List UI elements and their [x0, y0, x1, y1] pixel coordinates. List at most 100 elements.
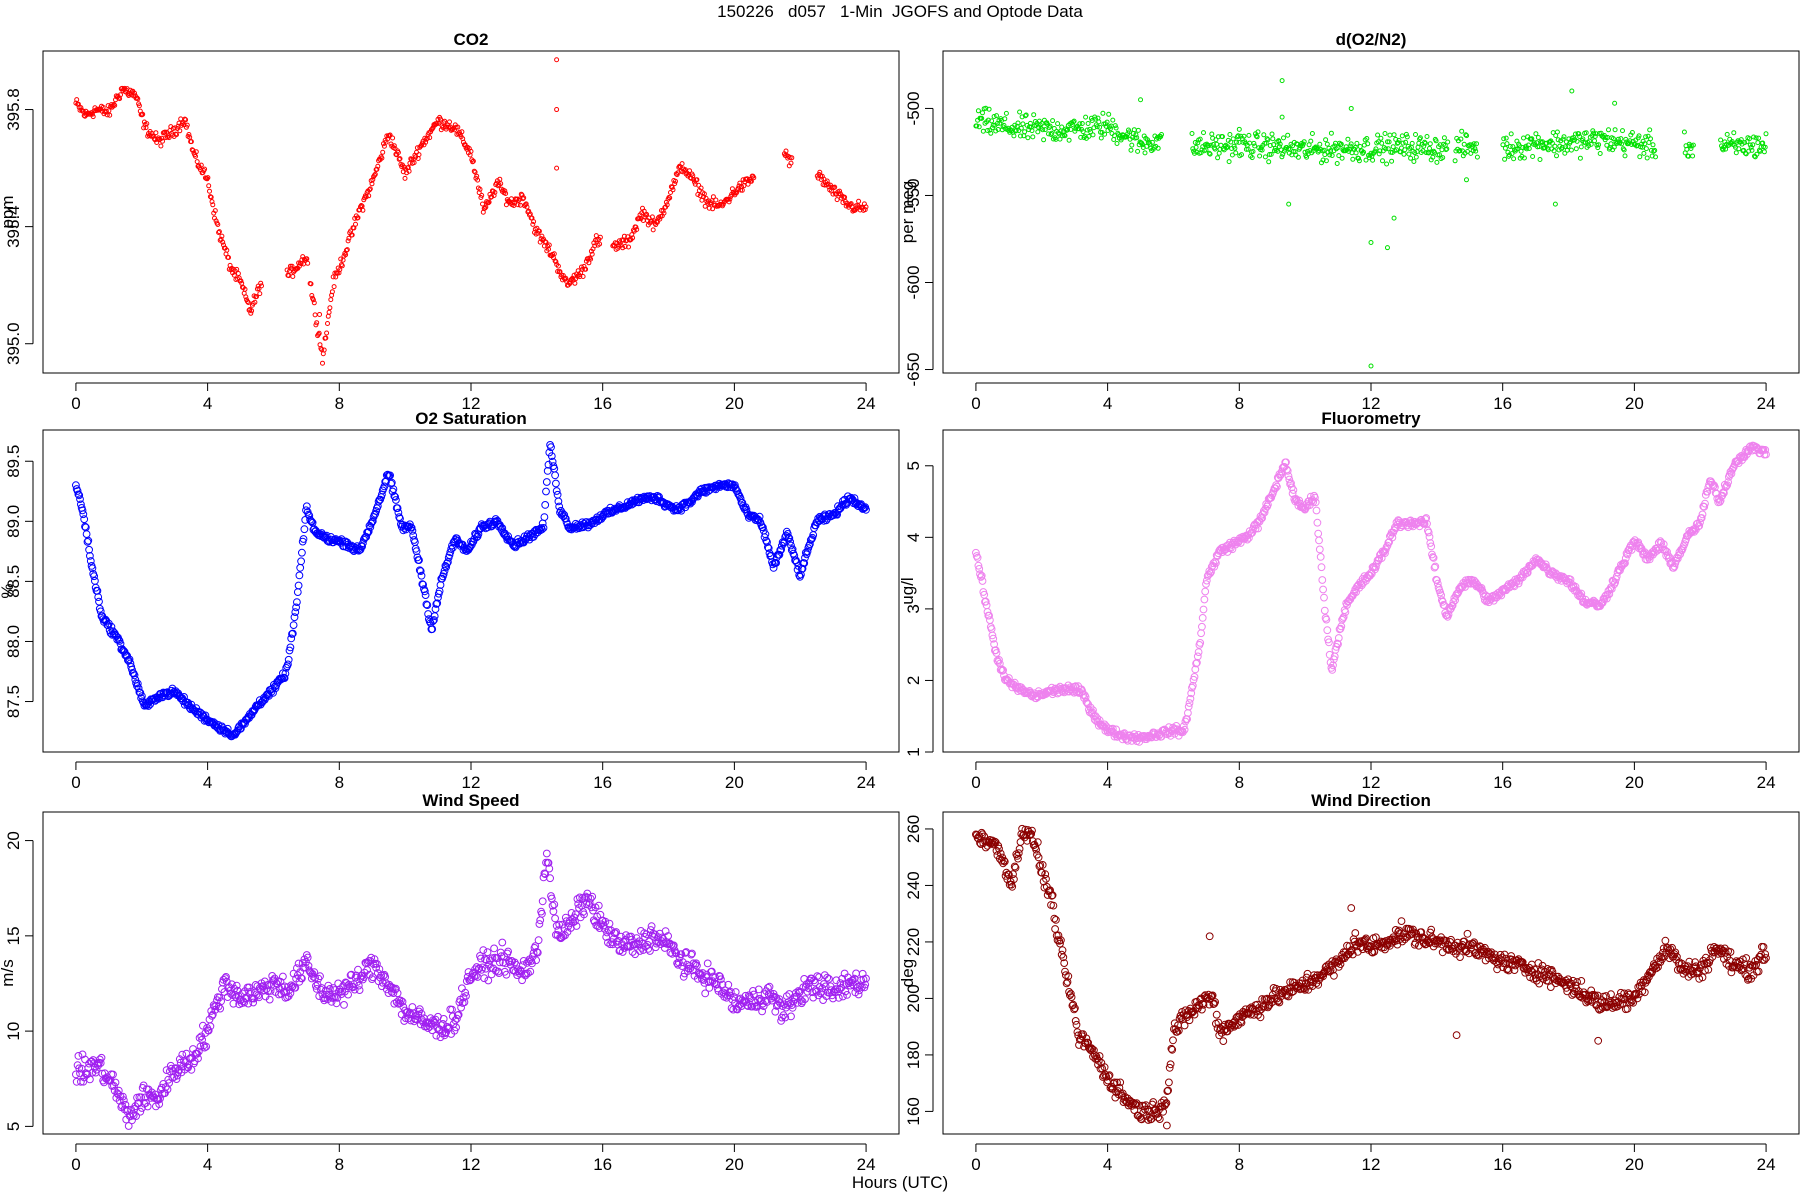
- data-point: [1192, 659, 1200, 668]
- x-tick-label: 0: [971, 1155, 980, 1174]
- data-point: [1375, 132, 1381, 138]
- data-point: [399, 1003, 408, 1011]
- y-axis-label: deg: [898, 959, 917, 987]
- panel-title: O2 Saturation: [415, 409, 526, 428]
- data-point: [429, 617, 437, 625]
- data-point: [644, 211, 650, 217]
- y-tick-label: 260: [904, 815, 923, 843]
- data-point: [769, 564, 778, 572]
- data-point: [1320, 593, 1328, 602]
- data-point: [1034, 853, 1043, 862]
- data-point: [1440, 601, 1449, 610]
- data-point: [1285, 475, 1294, 484]
- data-point: [1573, 146, 1579, 152]
- panel-title: d(O2/N2): [1336, 30, 1407, 49]
- x-tick-label: 12: [1362, 1155, 1381, 1174]
- data-point: [1318, 576, 1327, 584]
- data-point: [1096, 119, 1102, 125]
- data-point: [1571, 582, 1580, 591]
- data-point: [1097, 720, 1106, 729]
- data-point: [393, 504, 402, 513]
- data-point: [409, 531, 418, 540]
- data-point: [701, 989, 710, 998]
- data-point: [611, 929, 620, 938]
- data-point: [1387, 132, 1393, 138]
- data-point: [1590, 128, 1596, 134]
- data-point: [1463, 132, 1469, 138]
- data-point: [439, 1015, 448, 1023]
- data-point: [430, 1017, 438, 1026]
- data-point: [1437, 142, 1443, 148]
- data-point: [1277, 141, 1283, 147]
- data-point: [657, 216, 663, 222]
- data-point: [1621, 147, 1627, 153]
- data-point: [408, 1003, 417, 1011]
- data-point: [724, 980, 733, 989]
- data-point: [345, 238, 351, 244]
- data-point: [559, 512, 568, 520]
- data-point: [749, 990, 758, 999]
- data-point: [862, 505, 870, 514]
- data-point: [731, 988, 740, 996]
- data-point: [505, 957, 513, 965]
- data-point: [1308, 138, 1314, 144]
- data-point: [1124, 134, 1130, 140]
- data-point: [321, 347, 327, 353]
- data-point: [1421, 515, 1430, 524]
- data-point: [1281, 135, 1286, 141]
- data-point: [1273, 482, 1281, 491]
- data-point: [1225, 144, 1230, 150]
- data-point: [981, 597, 990, 606]
- data-point: [279, 972, 287, 981]
- data-point: [417, 571, 426, 580]
- data-point: [555, 502, 564, 511]
- data-point: [751, 175, 757, 181]
- data-point: [1597, 151, 1603, 156]
- x-tick-label: 24: [857, 1155, 876, 1174]
- data-point: [1377, 148, 1383, 154]
- data-point: [813, 972, 822, 980]
- data-point: [1583, 130, 1589, 136]
- y-tick-label: 89.5: [4, 445, 23, 478]
- data-point: [1356, 155, 1362, 161]
- x-tick-label: 24: [1757, 1155, 1776, 1174]
- data-point: [620, 245, 626, 251]
- data-point: [1043, 891, 1052, 899]
- data-point: [1688, 146, 1694, 151]
- data-point: [442, 563, 451, 571]
- data-point: [355, 986, 364, 994]
- data-point: [670, 187, 676, 193]
- data-point: [391, 143, 397, 149]
- data-point: [308, 281, 314, 287]
- data-point: [1036, 861, 1045, 869]
- y-tick-label: 87.5: [4, 685, 23, 718]
- data-point: [1210, 562, 1219, 571]
- data-point: [1204, 570, 1213, 579]
- data-point: [542, 478, 551, 486]
- data-point: [428, 625, 437, 633]
- data-point: [107, 112, 113, 118]
- data-point: [703, 195, 709, 201]
- data-point: [78, 1050, 87, 1059]
- data-point: [1261, 132, 1267, 138]
- data-point: [474, 965, 483, 974]
- data-point: [1079, 121, 1085, 126]
- data-point: [390, 135, 396, 141]
- data-point: [1664, 551, 1672, 560]
- data-point: [238, 278, 244, 284]
- x-tick-label: 8: [1235, 773, 1244, 792]
- data-point: [1227, 132, 1233, 137]
- data-point: [375, 163, 381, 169]
- data-point: [317, 984, 326, 992]
- data-point: [1052, 916, 1060, 924]
- data-point: [1328, 148, 1334, 154]
- data-point: [544, 859, 553, 867]
- data-point: [1027, 830, 1036, 838]
- data-point: [530, 221, 536, 227]
- plot-frame: [42, 811, 900, 1135]
- data-point: [1313, 518, 1322, 527]
- data-point: [1536, 144, 1542, 150]
- x-tick-label: 20: [725, 1155, 744, 1174]
- data-point: [743, 1001, 752, 1010]
